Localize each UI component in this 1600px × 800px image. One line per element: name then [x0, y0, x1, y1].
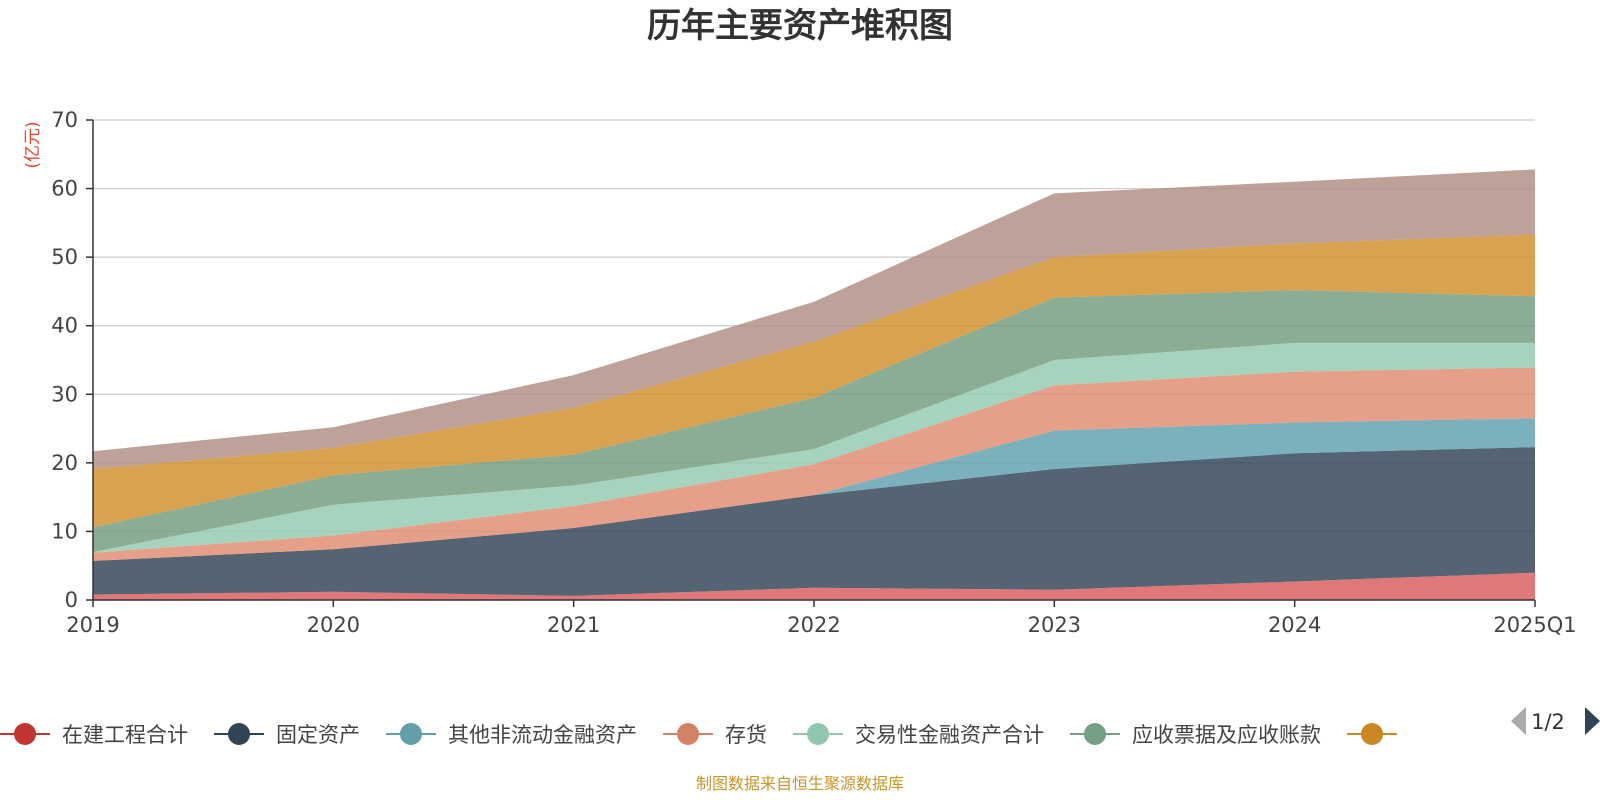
legend-dot-icon	[1084, 723, 1106, 745]
legend-label: 交易性金融资产合计	[855, 723, 1044, 747]
x-tick-label-2024: 2024	[1268, 613, 1321, 637]
legend-label: 存货	[725, 723, 767, 747]
y-tick-label-30: 30	[51, 382, 78, 406]
x-tick-label-2025Q1: 2025Q1	[1493, 613, 1576, 637]
legend: 在建工程合计 固定资产 其他非流动金融资产 存货 交易性金融资产合计 应收票据及应收账款	[0, 723, 1397, 747]
area-series-6	[93, 290, 1535, 552]
y-tick-label-50: 50	[51, 245, 78, 269]
y-tick-label-40: 40	[51, 314, 78, 338]
area-series-3	[93, 418, 1535, 561]
axes: 0 10 20 30 40 50 60 70 2019 2020 2021 2022 2023 2024 2…	[51, 108, 1576, 637]
area-series-7	[93, 234, 1535, 528]
area-series-group	[93, 169, 1535, 600]
area-series-5	[93, 342, 1535, 553]
legend-next-page-icon[interactable]	[1585, 707, 1600, 735]
y-tick-label-70: 70	[51, 108, 78, 132]
legend-label: 应收票据及应收账款	[1132, 723, 1321, 747]
legend-dot-icon	[400, 723, 422, 745]
legend-item-1[interactable]: 在建工程合计	[0, 723, 188, 747]
x-tick-label-2021: 2021	[547, 613, 600, 637]
legend-item-3[interactable]: 其他非流动金融资产	[386, 723, 637, 747]
x-tick-label-2022: 2022	[787, 613, 840, 637]
y-tick-label-0: 0	[65, 588, 78, 612]
legend-page-indicator: 1/2	[1531, 710, 1565, 734]
legend-item-4[interactable]: 存货	[663, 723, 767, 747]
legend-dot-icon	[807, 723, 829, 745]
y-axis-unit-label: (亿元)	[23, 121, 43, 168]
legend-label: 在建工程合计	[62, 723, 188, 747]
area-series-8	[93, 169, 1535, 469]
y-tick-label-20: 20	[51, 451, 78, 475]
legend-dot-icon	[677, 723, 699, 745]
legend-dot-icon	[228, 723, 250, 745]
area-series-1	[93, 572, 1535, 600]
legend-item-7[interactable]	[1347, 723, 1397, 745]
chart-title: 历年主要资产堆积图	[647, 6, 953, 46]
legend-item-2[interactable]: 固定资产	[214, 723, 360, 747]
legend-dot-icon	[1361, 723, 1383, 745]
legend-label: 其他非流动金融资产	[448, 723, 637, 747]
legend-item-5[interactable]: 交易性金融资产合计	[793, 723, 1044, 747]
area-series-2	[93, 447, 1535, 596]
y-tick-label-60: 60	[51, 177, 78, 201]
data-source-note: 制图数据来自恒生聚源数据库	[696, 774, 904, 793]
x-tick-label-2020: 2020	[307, 613, 360, 637]
legend-pager: 1/2	[1511, 707, 1600, 735]
legend-label: 固定资产	[276, 723, 360, 747]
y-tick-label-10: 10	[51, 519, 78, 543]
legend-item-6[interactable]: 应收票据及应收账款	[1070, 723, 1321, 747]
legend-prev-page-icon[interactable]	[1511, 707, 1526, 735]
x-tick-label-2019: 2019	[66, 613, 119, 637]
x-tick-label-2023: 2023	[1028, 613, 1081, 637]
legend-dot-icon	[14, 723, 36, 745]
